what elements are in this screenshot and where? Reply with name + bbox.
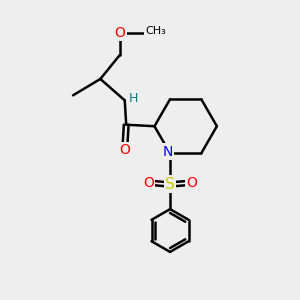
- Text: S: S: [165, 177, 175, 192]
- Text: O: O: [119, 143, 130, 157]
- Text: CH₃: CH₃: [145, 26, 166, 36]
- Text: H: H: [128, 92, 138, 105]
- Text: O: O: [143, 176, 154, 190]
- Text: O: O: [114, 26, 125, 40]
- Text: N: N: [163, 145, 173, 159]
- Text: O: O: [186, 176, 197, 190]
